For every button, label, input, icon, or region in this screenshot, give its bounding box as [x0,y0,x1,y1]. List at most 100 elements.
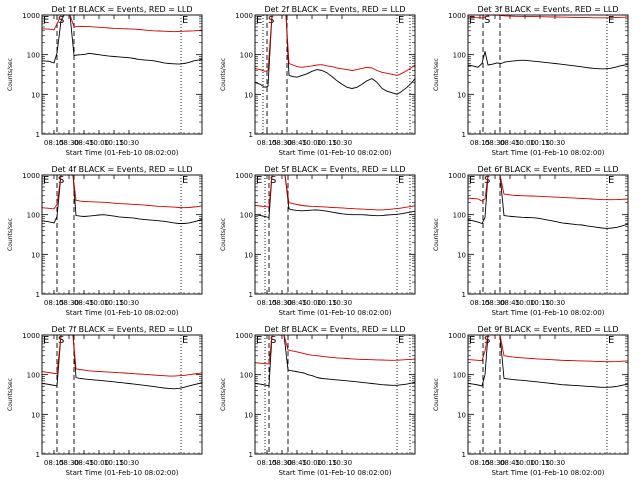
x-tick-label: 08:30 [59,299,79,307]
panel-title: Det 4f BLACK = Events, RED = LLD [51,165,192,174]
x-axis-label: Start Time (01-Feb-10 08:02:00) [278,149,391,157]
y-axis-label: Counts/sec [433,218,440,251]
marker-label: E [256,335,262,346]
detector-panel-5: Det 5f BLACK = Events, RED = LLD Counts/s… [220,165,416,317]
marker-label: E [608,15,614,26]
x-tick-label: 08:30 [272,299,292,307]
detector-panel-7: Det 7f BLACK = Events, RED = LLD Counts/s… [7,325,203,477]
x-tick-label: 10:00 [89,459,109,467]
panel-title: Det 8f BLACK = Events, RED = LLD [264,325,405,334]
plot-frame [41,334,203,455]
y-tick-label: 10 [457,251,466,259]
x-tick-label: 08:30 [485,139,505,147]
lld-series-line [467,14,629,19]
y-tick-label: 1000 [22,332,40,340]
plot-frame [467,334,629,455]
y-tick-label: 1 [249,451,253,459]
events-series-line [467,51,629,70]
y-tick-label: 10 [244,251,253,259]
x-tick-label: 08:45 [287,139,307,147]
marker-label: E [469,335,475,346]
panel-title: Det 7f BLACK = Events, RED = LLD [51,325,192,334]
plot-frame [467,174,629,295]
y-axis-label: Counts/sec [220,378,227,411]
x-tick-label: 08:45 [287,459,307,467]
detector-panel-6: Det 6f BLACK = Events, RED = LLD Counts/s… [433,165,629,317]
y-tick-label: 1 [249,131,253,139]
x-tick-label: 10:30 [545,459,565,467]
x-axis-label: Start Time (01-Feb-10 08:02:00) [491,469,604,477]
y-tick-label: 100 [27,212,40,220]
x-tick-label: 10:30 [119,459,139,467]
panel-title: Det 5f BLACK = Events, RED = LLD [264,165,405,174]
y-tick-label: 1000 [448,172,466,180]
y-axis-label: Counts/sec [7,218,14,251]
detector-panel-3: Det 3f BLACK = Events, RED = LLD Counts/s… [433,5,629,157]
panel-title: Det 3f BLACK = Events, RED = LLD [477,5,618,14]
marker-label: E [398,15,404,26]
panel-title: Det 2f BLACK = Events, RED = LLD [264,5,405,14]
y-axis-label: Counts/sec [433,378,440,411]
plot-frame [254,14,416,135]
y-tick-label: 100 [27,52,40,60]
y-tick-label: 1000 [22,172,40,180]
x-tick-label: 10:30 [332,459,352,467]
y-tick-label: 100 [240,212,253,220]
marker-label: E [469,175,475,186]
marker-label: E [608,175,614,186]
x-tick-label: 10:15 [530,299,550,307]
detector-panel-1: Det 1f BLACK = Events, RED = LLD Counts/s… [7,5,203,157]
x-tick-label: 08:15 [44,139,64,147]
x-axis-label: Start Time (01-Feb-10 08:02:00) [491,309,604,317]
x-tick-label: 10:15 [317,139,337,147]
x-tick-label: 10:00 [515,459,535,467]
plot-frame [254,334,416,455]
y-tick-label: 1 [36,291,40,299]
x-axis-label: Start Time (01-Feb-10 08:02:00) [65,469,178,477]
x-tick-label: 08:45 [74,299,94,307]
x-tick-label: 10:15 [104,459,124,467]
x-tick-label: 10:00 [515,139,535,147]
x-tick-label: 10:00 [515,299,535,307]
y-tick-label: 1 [36,131,40,139]
x-tick-label: 10:30 [119,139,139,147]
marker-label: E [182,175,188,186]
y-tick-label: 1 [249,291,253,299]
x-tick-label: 08:45 [500,299,520,307]
x-tick-label: 10:30 [545,139,565,147]
plot-frame [41,174,203,295]
x-tick-label: 10:30 [332,139,352,147]
marker-label: E [43,335,49,346]
detector-panel-4: Det 4f BLACK = Events, RED = LLD Counts/s… [7,165,203,317]
plot-frame [254,174,416,295]
y-tick-label: 10 [31,251,40,259]
x-tick-label: 08:30 [272,459,292,467]
x-tick-label: 08:30 [485,459,505,467]
y-tick-label: 1000 [235,332,253,340]
marker-label: S [270,335,276,346]
x-axis-label: Start Time (01-Feb-10 08:02:00) [491,149,604,157]
x-tick-label: 08:30 [485,299,505,307]
marker-label: E [256,15,262,26]
y-axis-label: Counts/sec [433,58,440,91]
marker-label: E [608,335,614,346]
x-tick-label: 10:15 [104,299,124,307]
x-axis-label: Start Time (01-Feb-10 08:02:00) [278,309,391,317]
y-axis-label: Counts/sec [220,218,227,251]
y-tick-label: 1000 [448,332,466,340]
marker-label: E [398,175,404,186]
x-tick-label: 08:30 [272,139,292,147]
x-tick-label: 10:00 [89,299,109,307]
y-tick-label: 1 [36,451,40,459]
x-tick-label: 10:30 [332,299,352,307]
marker-label: E [43,15,49,26]
x-tick-label: 08:15 [44,299,64,307]
y-tick-label: 1 [462,451,466,459]
detector-panel-9: Det 9f BLACK = Events, RED = LLD Counts/s… [433,325,629,477]
x-tick-label: 10:00 [89,139,109,147]
x-axis-label: Start Time (01-Feb-10 08:02:00) [65,309,178,317]
x-tick-label: 08:15 [470,299,490,307]
marker-label: S [484,15,490,26]
x-axis-label: Start Time (01-Feb-10 08:02:00) [65,149,178,157]
